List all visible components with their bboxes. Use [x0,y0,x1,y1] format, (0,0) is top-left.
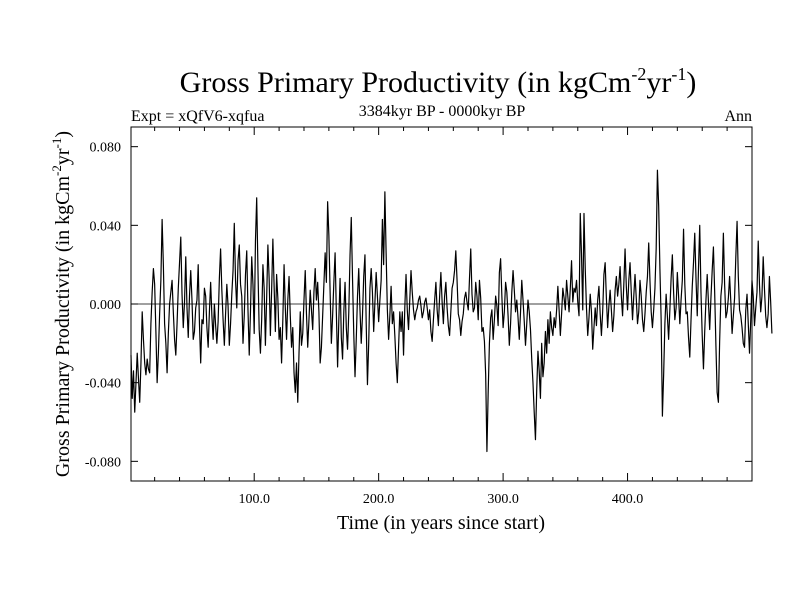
y-tick-label: 0.080 [90,141,122,156]
x-tick-label: 200.0 [363,492,395,507]
y-tick-label: -0.040 [85,377,121,392]
x-tick-label: 100.0 [238,492,270,507]
experiment-label: Expt = xQfV6-xqfua [131,108,264,125]
gpp-series-line [130,169,773,453]
x-axis-ticks: 100.0 200.0 300.0 400.0 [154,127,728,507]
x-tick-label: 400.0 [612,492,644,507]
y-axis-label: Gross Primary Productivity (in kgCm-2yr-… [49,131,74,477]
x-tick-label: 300.0 [487,492,519,507]
y-tick-label: 0.000 [90,298,122,313]
y-tick-label: 0.040 [90,219,122,234]
season-label: Ann [724,108,752,125]
y-tick-label: -0.080 [85,455,121,470]
time-range-label: 3384kyr BP - 0000kyr BP [359,103,526,120]
chart-title: Gross Primary Productivity (in kgCm-2yr-… [180,64,697,99]
x-axis-label: Time (in years since start) [337,512,545,534]
y-axis-ticks: 0.080 0.040 0.000 -0.040 -0.080 [85,141,752,470]
